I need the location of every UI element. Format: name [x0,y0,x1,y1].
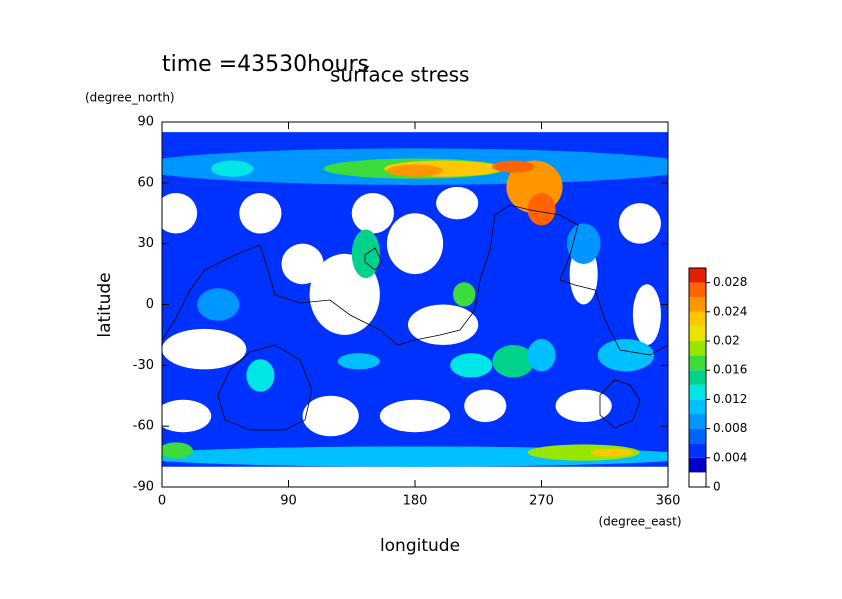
colorbar-tick-label: 0.004 [713,450,747,464]
x-tick-label: 360 [656,494,681,509]
colorbar-band [689,384,706,400]
y-tick-label: -60 [133,419,154,434]
colorbar-tick-label: 0.012 [713,392,747,406]
contour-band [632,284,661,346]
contour-band [379,399,451,433]
colorbar-band [689,399,706,414]
contour-band [281,243,324,285]
colorbar-band [689,428,706,444]
y-tick-label: -30 [133,358,154,373]
contour-band [211,160,254,177]
contour-band [162,442,193,459]
colorbar-band [689,311,706,327]
y-units: (degree_north) [85,91,175,105]
colorbar-band [689,341,706,356]
contour-band [618,203,661,244]
contour-band [407,304,479,346]
colorbar-band [689,268,706,283]
contour-band [386,213,444,275]
x-tick-label: 90 [280,494,297,509]
contour-band [162,399,212,433]
colorbar-band [689,457,706,473]
colorbar-tick-label: 0.024 [713,304,747,318]
contour-band [555,389,612,423]
colorbar-band [689,297,706,312]
x-tick-label: 180 [403,494,428,509]
y-tick-label: 90 [137,115,154,130]
contour-band [351,229,380,279]
contour-band [197,288,240,321]
contour-band [337,353,380,370]
y-tick-label: 60 [137,175,154,190]
colorbar-band [689,326,706,341]
contour-band [162,192,198,234]
contour-band [492,160,535,173]
contour-band [351,192,394,234]
x-tick-label: 270 [529,494,554,509]
colorbar-band [689,472,706,487]
colorbar-tick-label: 0.02 [713,334,740,348]
colorbar-tick-label: 0.008 [713,421,747,435]
y-axis-label: latitude [95,272,115,337]
contour-band [527,192,556,226]
contour-band [590,448,633,457]
x-tick-label: 0 [158,494,166,509]
contour-band [492,345,535,378]
y-tick-label: 0 [146,297,154,312]
contour-band [464,389,507,423]
coastlines [161,204,669,431]
x-axis-label: longitude [380,536,460,556]
contour-band [302,395,359,437]
contour-band [527,338,556,372]
colorbar-band [689,355,706,371]
contour-band [452,282,476,307]
contour-band [597,338,654,372]
contour-band [386,164,444,177]
colorbar-band [689,370,706,385]
contour-band [162,328,247,370]
x-units: (degree_east) [598,515,681,529]
contour-band [566,223,601,264]
contour-band [450,353,493,378]
field [162,132,668,467]
colorbar-band [689,414,706,429]
colorbar-tick-label: 0.016 [713,363,747,377]
contour-band [246,359,275,392]
colorbar-band [689,282,706,298]
colorbar-frame [688,267,707,488]
contour-band [436,186,479,220]
y-tick-label: 30 [137,236,154,251]
y-tick-label: -90 [133,480,154,495]
colorbar-tick-label: 0 [713,480,721,494]
contour-band [239,192,282,234]
chart-subtitle: time =43530hours [162,52,369,77]
chart-title: surface stress [330,63,469,87]
colorbar-band [689,443,706,458]
colorbar-tick-label: 0.028 [713,275,747,289]
contour-band [527,444,640,461]
